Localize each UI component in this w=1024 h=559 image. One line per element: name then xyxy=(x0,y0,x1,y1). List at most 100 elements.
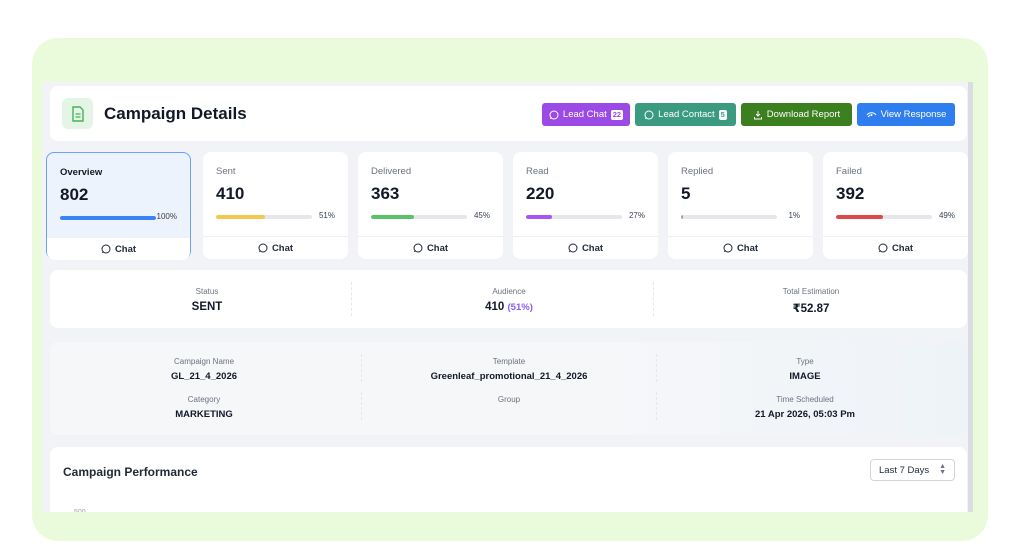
stat-percent: 100% xyxy=(156,212,177,221)
chat-label: Chat xyxy=(271,242,294,254)
progress-fill xyxy=(681,215,683,219)
progress-track xyxy=(216,215,312,219)
divider xyxy=(656,354,657,382)
chat-label: Chat xyxy=(426,242,449,254)
time-scheduled-value: 21 Apr 2026, 05:03 Pm xyxy=(755,409,855,420)
progress-track xyxy=(836,215,932,219)
stat-card-sent[interactable]: Sent 410 51% Chat xyxy=(203,152,348,259)
stat-percent: 27% xyxy=(628,211,645,220)
progress-track xyxy=(526,215,622,219)
stat-label: Sent xyxy=(216,166,236,177)
estimation-cell: Total Estimation ₹52.87 xyxy=(661,270,961,328)
progress-fill xyxy=(836,215,884,219)
stat-value: 802 xyxy=(60,185,89,204)
campaign-name-value: GL_21_4_2026 xyxy=(170,371,238,382)
whatsapp-icon xyxy=(258,243,268,253)
chat-label: Chat xyxy=(114,243,137,255)
stat-card-replied[interactable]: Replied 5 1% Chat xyxy=(668,152,813,259)
chat-button[interactable]: Chat xyxy=(358,236,503,259)
type-label: Type xyxy=(796,357,814,366)
chat-label: Chat xyxy=(891,242,914,254)
app-window: Campaign Details Lead Chat 22 Lead Conta… xyxy=(42,82,973,512)
progress-track xyxy=(681,215,777,219)
performance-title: Campaign Performance xyxy=(63,465,198,479)
progress-fill xyxy=(526,215,552,219)
stat-percent: 51% xyxy=(318,211,335,220)
campaign-name-cell: Campaign Name GL_21_4_2026 xyxy=(54,357,354,382)
stat-card-failed[interactable]: Failed 392 49% Chat xyxy=(823,152,968,259)
chat-label: Chat xyxy=(581,242,604,254)
campaign-performance-panel: Campaign Performance Last 7 Days ▲▼ 500 xyxy=(50,447,967,512)
y-axis-tick: 500 xyxy=(74,509,86,512)
view-response-button[interactable]: View Response xyxy=(857,103,955,126)
stat-card-delivered[interactable]: Delivered 363 45% Chat xyxy=(358,152,503,259)
audience-cell: Audience 410 (51%) xyxy=(359,270,659,328)
lead-contact-button[interactable]: Lead Contact 5 xyxy=(635,103,736,126)
whatsapp-icon xyxy=(878,243,888,253)
view-response-label: View Response xyxy=(880,109,947,120)
time-scheduled-cell: Time Scheduled 21 Apr 2026, 05:03 Pm xyxy=(655,395,955,420)
progress-fill xyxy=(371,215,415,219)
group-cell: Group xyxy=(359,395,659,409)
audience-percent: (51%) xyxy=(507,302,533,313)
stat-label: Overview xyxy=(60,167,103,178)
progress-track xyxy=(60,216,156,220)
stat-percent: 49% xyxy=(938,211,955,220)
stat-value: 220 xyxy=(526,184,555,203)
chat-button[interactable]: Chat xyxy=(513,236,658,259)
date-range-value: Last 7 Days xyxy=(879,464,930,476)
chat-button[interactable]: Chat xyxy=(823,236,968,259)
chat-button[interactable]: Chat xyxy=(668,236,813,259)
whatsapp-icon xyxy=(549,110,559,119)
divider xyxy=(361,392,362,420)
stat-label: Delivered xyxy=(371,166,412,177)
stat-card-overview[interactable]: Overview 802 100% Chat xyxy=(46,152,191,260)
lead-chat-button[interactable]: Lead Chat 22 xyxy=(542,103,630,126)
time-scheduled-label: Time Scheduled xyxy=(776,395,834,404)
progress-fill xyxy=(216,215,265,219)
status-value: SENT xyxy=(191,301,223,313)
whatsapp-icon xyxy=(413,243,423,253)
stat-percent: 1% xyxy=(788,211,800,220)
stat-percent: 45% xyxy=(473,211,490,220)
category-value: MARKETING xyxy=(175,409,233,420)
divider xyxy=(361,354,362,382)
chat-button[interactable]: Chat xyxy=(203,236,348,259)
category-cell: Category MARKETING xyxy=(54,395,354,420)
stat-card-read[interactable]: Read 220 27% Chat xyxy=(513,152,658,259)
template-cell: Template Greenleaf_promotional_21_4_2026 xyxy=(359,357,659,382)
stat-label: Read xyxy=(526,166,549,177)
stat-value: 410 xyxy=(216,184,245,203)
estimation-value: ₹52.87 xyxy=(792,303,830,315)
date-range-select[interactable]: Last 7 Days ▲ ▼ xyxy=(870,459,955,481)
status-summary: Status SENT Audience 410 (51%) Total Est… xyxy=(50,270,967,328)
document-icon xyxy=(62,98,93,129)
lead-chat-label: Lead Chat xyxy=(562,109,607,120)
progress-track xyxy=(371,215,467,219)
status-cell: Status SENT xyxy=(57,270,357,328)
audience-label: Audience xyxy=(492,287,526,296)
audience-value: 410 (51%) xyxy=(359,301,659,313)
chevron-updown-icon: ▲ ▼ xyxy=(939,463,946,476)
audience-count: 410 xyxy=(485,301,505,313)
stat-value: 363 xyxy=(371,184,400,203)
template-value: Greenleaf_promotional_21_4_2026 xyxy=(430,371,588,382)
chat-button[interactable]: Chat xyxy=(47,237,190,260)
campaign-name-label: Campaign Name xyxy=(173,357,235,366)
scrollbar[interactable] xyxy=(968,82,973,512)
template-label: Template xyxy=(492,357,526,366)
status-label: Status xyxy=(195,287,219,296)
download-report-button[interactable]: Download Report xyxy=(741,103,852,126)
whatsapp-icon xyxy=(644,110,654,119)
stat-value: 392 xyxy=(836,184,865,203)
category-label: Category xyxy=(187,395,221,404)
view-response-icon xyxy=(866,111,876,117)
divider xyxy=(653,282,654,316)
lead-contact-label: Lead Contact xyxy=(658,109,715,120)
divider xyxy=(656,392,657,420)
campaign-details-grid: Campaign Name GL_21_4_2026 Template Gree… xyxy=(50,342,967,435)
download-icon xyxy=(753,110,762,119)
campaign-header: Campaign Details Lead Chat 22 Lead Conta… xyxy=(50,86,967,141)
stat-label: Failed xyxy=(836,166,862,177)
chat-label: Chat xyxy=(736,242,759,254)
